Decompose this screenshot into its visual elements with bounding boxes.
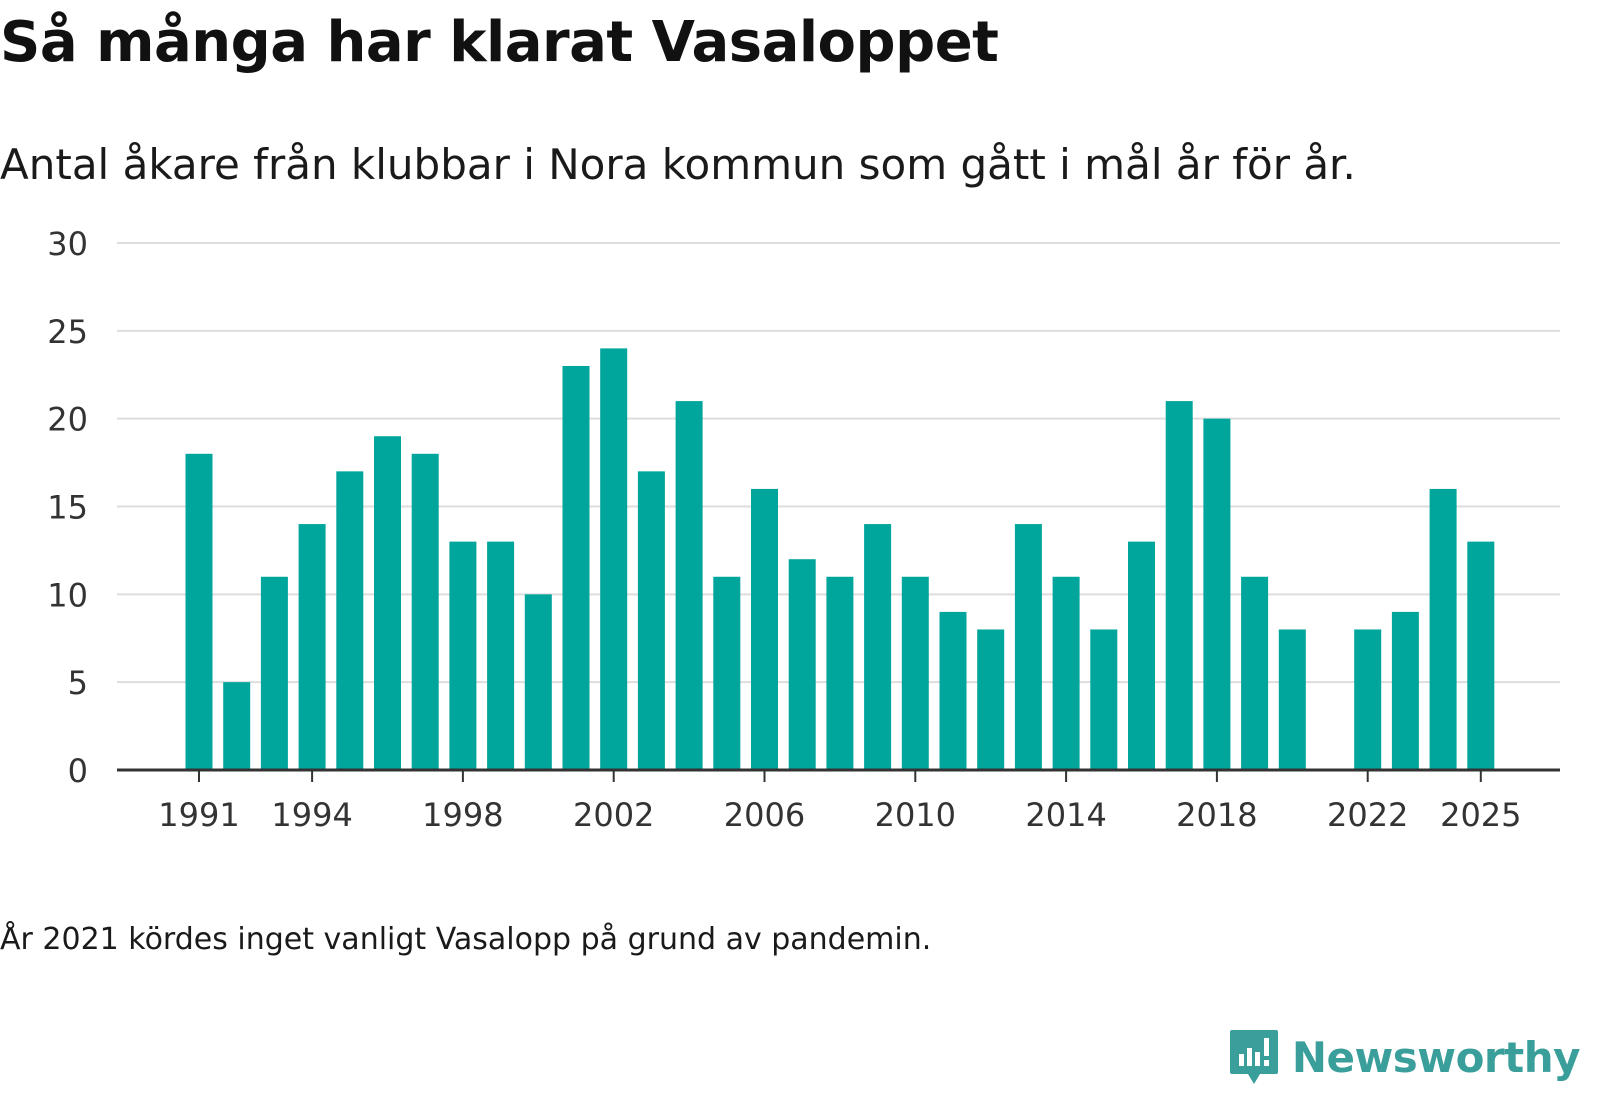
bar-2020[interactable]: [1278, 629, 1306, 770]
bar-2012[interactable]: [977, 629, 1005, 770]
x-tick-label-1998: 1998: [422, 796, 503, 834]
bar-2009[interactable]: [864, 524, 892, 770]
y-tick-label-20: 20: [47, 401, 88, 439]
bar-2011[interactable]: [939, 611, 967, 770]
bar-1997[interactable]: [411, 453, 439, 770]
bar-2025[interactable]: [1467, 541, 1495, 770]
bar-1999[interactable]: [487, 541, 515, 770]
y-tick-label-5: 5: [68, 664, 88, 702]
x-tick-label-1991: 1991: [158, 796, 239, 834]
bar-2008[interactable]: [826, 576, 854, 770]
chart-title: Så många har klarat Vasaloppet: [0, 10, 999, 75]
bar-2024[interactable]: [1429, 488, 1457, 770]
y-tick-label-30: 30: [47, 225, 88, 263]
x-tick-label-2018: 2018: [1176, 796, 1257, 834]
bar-2004[interactable]: [675, 401, 703, 770]
bar-2010[interactable]: [901, 576, 929, 770]
bar-2013[interactable]: [1014, 524, 1042, 770]
bar-1995[interactable]: [336, 471, 364, 770]
newsworthy-logo-icon: [1229, 1030, 1278, 1084]
bar-2018[interactable]: [1203, 418, 1231, 770]
y-tick-label-0: 0: [68, 752, 88, 790]
y-tick-label-15: 15: [47, 489, 88, 527]
bar-2007[interactable]: [788, 559, 816, 770]
bar-1994[interactable]: [298, 524, 326, 770]
x-tick-label-2025: 2025: [1440, 796, 1521, 834]
bar-2014[interactable]: [1052, 576, 1080, 770]
x-tick-label-2014: 2014: [1025, 796, 1106, 834]
bar-2022[interactable]: [1354, 629, 1382, 770]
chart-footnote: År 2021 kördes inget vanligt Vasalopp på…: [0, 922, 932, 957]
bar-2001[interactable]: [562, 365, 590, 770]
bar-1993[interactable]: [260, 576, 288, 770]
bar-2015[interactable]: [1090, 629, 1118, 770]
newsworthy-logo[interactable]: Newsworthy: [1228, 1028, 1581, 1086]
bar-2023[interactable]: [1391, 611, 1419, 770]
bar-2017[interactable]: [1165, 401, 1193, 770]
y-tick-label-10: 10: [47, 576, 88, 614]
x-tick-label-2002: 2002: [573, 796, 654, 834]
bar-2005[interactable]: [713, 576, 741, 770]
y-tick-label-25: 25: [47, 313, 88, 351]
bar-2016[interactable]: [1128, 541, 1155, 770]
bar-2019[interactable]: [1241, 576, 1269, 770]
chart-subtitle: Antal åkare från klubbar i Nora kommun s…: [0, 140, 1356, 189]
bar-2003[interactable]: [637, 471, 665, 770]
bar-1992[interactable]: [223, 682, 251, 770]
bar-1991[interactable]: [185, 453, 213, 770]
brand-name: Newsworthy: [1291, 1032, 1581, 1082]
bar-1996[interactable]: [374, 436, 401, 770]
x-tick-label-1994: 1994: [271, 796, 352, 834]
bar-1998[interactable]: [449, 541, 477, 770]
x-tick-label-2006: 2006: [724, 796, 805, 834]
bar-2002[interactable]: [600, 348, 628, 770]
bar-2006[interactable]: [751, 488, 778, 770]
x-tick-label-2022: 2022: [1327, 796, 1408, 834]
bar-2000[interactable]: [524, 594, 552, 770]
x-tick-label-2010: 2010: [875, 796, 956, 834]
